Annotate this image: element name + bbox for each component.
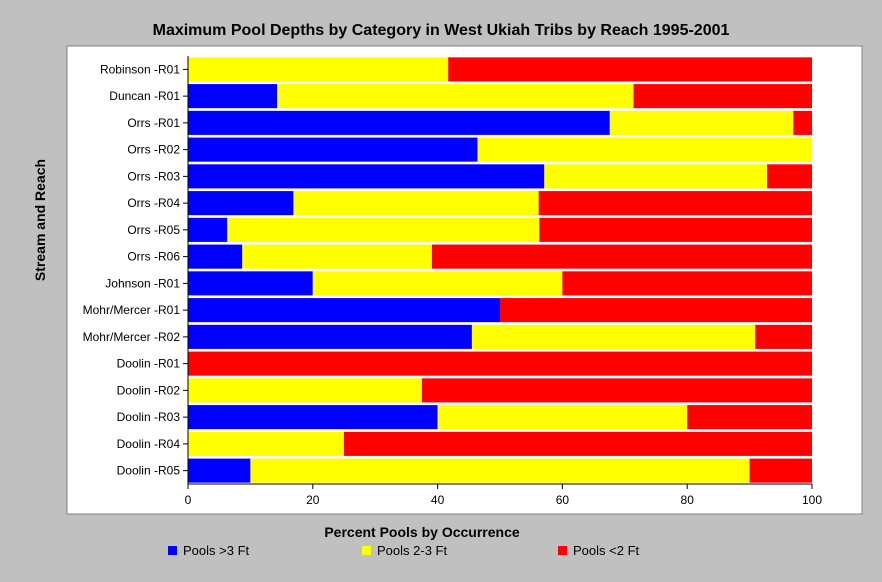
bar-2-1 bbox=[188, 57, 449, 82]
y-tick-label: Doolin -R04 bbox=[117, 437, 181, 451]
bar-3-3 bbox=[793, 110, 812, 135]
bar-2-7 bbox=[227, 217, 540, 242]
y-tick-label: Orrs -R04 bbox=[127, 196, 180, 210]
y-tick-label: Orrs -R01 bbox=[127, 116, 180, 130]
bar-3-14 bbox=[687, 405, 812, 430]
x-tick-label: 20 bbox=[306, 493, 320, 507]
bar-3-2 bbox=[633, 84, 812, 109]
x-tick-label: 100 bbox=[802, 493, 822, 507]
y-tick-label: Johnson -R01 bbox=[105, 276, 180, 290]
x-tick-label: 80 bbox=[681, 493, 695, 507]
bar-2-13 bbox=[188, 378, 422, 403]
bar-1-6 bbox=[188, 191, 294, 216]
x-tick-label: 0 bbox=[185, 493, 192, 507]
bar-3-13 bbox=[422, 378, 812, 403]
y-axis-label: Stream and Reach bbox=[32, 159, 48, 281]
bar-2-14 bbox=[437, 405, 688, 430]
bar-3-12 bbox=[188, 351, 812, 376]
bar-1-4 bbox=[188, 137, 478, 162]
bar-1-2 bbox=[188, 84, 278, 109]
x-tick-labels: 0 20 40 60 80 100 bbox=[185, 56, 822, 507]
bar-3-6 bbox=[538, 191, 812, 216]
y-tick-labels: Robinson -R01 Duncan -R01 Orrs -R01 Orrs -R… bbox=[83, 62, 188, 478]
bar-3-7 bbox=[539, 217, 812, 242]
legend-label-1: Pools >3 Ft bbox=[183, 543, 250, 558]
y-tick-label: Doolin -R01 bbox=[117, 357, 181, 371]
bar-3-15 bbox=[344, 431, 812, 456]
bar-3-8 bbox=[431, 244, 812, 269]
bar-1-3 bbox=[188, 110, 610, 135]
bar-2-3 bbox=[609, 110, 794, 135]
legend-swatch-2 bbox=[362, 546, 371, 555]
y-tick-label: Doolin -R03 bbox=[117, 410, 181, 424]
bar-1-16 bbox=[188, 458, 251, 483]
bar-1-8 bbox=[188, 244, 243, 269]
bar-2-2 bbox=[277, 84, 634, 109]
bar-3-11 bbox=[755, 324, 812, 349]
legend: Pools >3 Ft Pools 2-3 Ft Pools <2 Ft bbox=[168, 543, 640, 558]
bar-2-4 bbox=[477, 137, 812, 162]
bar-2-16 bbox=[250, 458, 750, 483]
bar-3-9 bbox=[562, 271, 812, 296]
bar-1-10 bbox=[188, 298, 500, 323]
legend-swatch-1 bbox=[168, 546, 177, 555]
bar-2-5 bbox=[544, 164, 768, 189]
bar-2-9 bbox=[312, 271, 563, 296]
bar-3-1 bbox=[448, 57, 812, 82]
legend-label-3: Pools <2 Ft bbox=[573, 543, 640, 558]
y-tick-label: Mohr/Mercer -R01 bbox=[83, 303, 181, 317]
y-tick-label: Orrs -R03 bbox=[127, 169, 180, 183]
bar-3-10 bbox=[500, 298, 812, 323]
bar-1-7 bbox=[188, 217, 228, 242]
y-tick-label: Orrs -R06 bbox=[127, 250, 180, 264]
y-tick-label: Duncan -R01 bbox=[109, 89, 180, 103]
bar-2-6 bbox=[293, 191, 539, 216]
bar-1-5 bbox=[188, 164, 545, 189]
x-tick-label: 40 bbox=[431, 493, 445, 507]
bar-1-14 bbox=[188, 405, 438, 430]
bar-2-15 bbox=[188, 431, 344, 456]
legend-label-2: Pools 2-3 Ft bbox=[377, 543, 447, 558]
y-tick-label: Robinson -R01 bbox=[100, 62, 180, 76]
chart-title: Maximum Pool Depths by Category in West … bbox=[153, 22, 730, 39]
y-tick-label: Mohr/Mercer -R02 bbox=[83, 330, 181, 344]
bar-3-5 bbox=[767, 164, 812, 189]
y-tick-label: Orrs -R02 bbox=[127, 143, 180, 157]
bar-1-11 bbox=[188, 324, 472, 349]
y-tick-label: Doolin -R02 bbox=[117, 383, 181, 397]
y-tick-label: Doolin -R05 bbox=[117, 464, 181, 478]
x-tick-label: 60 bbox=[556, 493, 570, 507]
bar-2-8 bbox=[242, 244, 432, 269]
legend-swatch-3 bbox=[558, 546, 567, 555]
bar-3-16 bbox=[749, 458, 812, 483]
bar-1-9 bbox=[188, 271, 313, 296]
x-axis-label: Percent Pools by Occurrence bbox=[324, 524, 520, 540]
bar-2-11 bbox=[471, 324, 756, 349]
y-tick-label: Orrs -R05 bbox=[127, 223, 180, 237]
bars-group bbox=[188, 57, 812, 483]
